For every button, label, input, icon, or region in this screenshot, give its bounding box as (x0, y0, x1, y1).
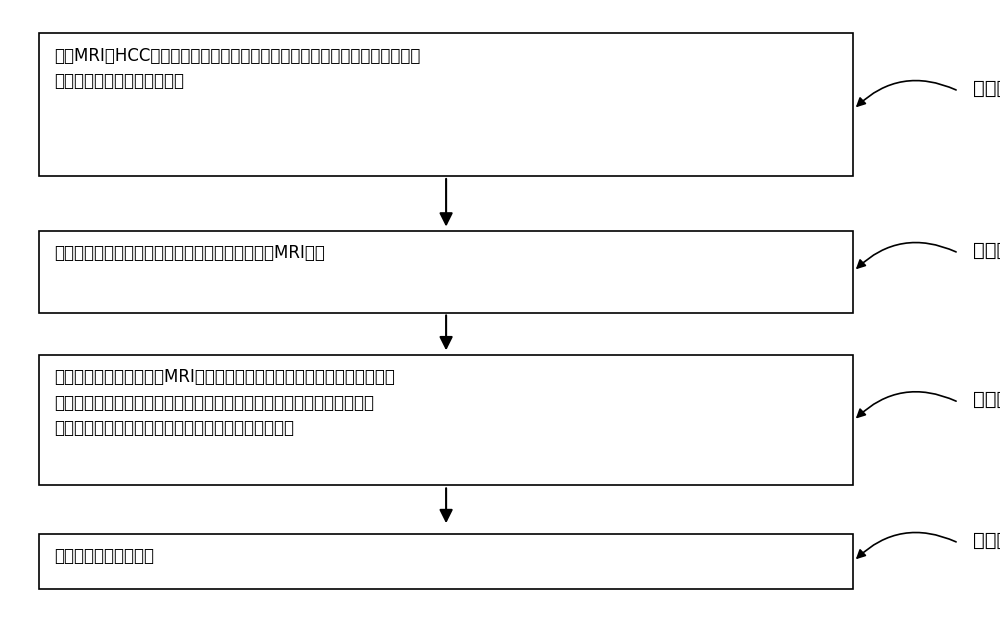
Text: 步骤三: 步骤三 (973, 390, 1000, 409)
Text: 步骤二: 步骤二 (973, 241, 1000, 259)
Text: 步骤四: 步骤四 (973, 530, 1000, 550)
Text: 将步骤一纳入标准的患者接受常规轧塞酸二鑰增强MRI检查: 将步骤一纳入标准的患者接受常规轧塞酸二鑰增强MRI检查 (54, 244, 325, 262)
Text: 组，用于验证预测肉细胞肉癌的组织学等级的预测效果: 组，用于验证预测肉细胞肉癌的组织学等级的预测效果 (54, 419, 294, 437)
Text: 训练组，用于构建预测肉细胞肉癌的组织学等级模型，另一部分作为验证: 训练组，用于构建预测肉细胞肉癌的组织学等级模型，另一部分作为验证 (54, 394, 374, 412)
Text: 进行影像组学特征提取: 进行影像组学特征提取 (54, 547, 154, 565)
Bar (39, 355, 853, 485)
Text: 针对MRI的HCC病理信息的患者设置纳入标准和排除标准，并统计能够纳入影: 针对MRI的HCC病理信息的患者设置纳入标准和排除标准，并统计能够纳入影 (54, 47, 420, 65)
Text: 步骤一: 步骤一 (973, 79, 1000, 98)
Text: 将获得的轧塞酸二鑰增强MRI的按照统计的总数量分为两部分，一部分作为: 将获得的轧塞酸二鑰增强MRI的按照统计的总数量分为两部分，一部分作为 (54, 368, 395, 386)
Bar (39, 534, 853, 589)
Text: 像组学特征采集的患者总数量: 像组学特征采集的患者总数量 (54, 72, 184, 90)
Bar (39, 33, 853, 176)
Bar (39, 231, 853, 313)
